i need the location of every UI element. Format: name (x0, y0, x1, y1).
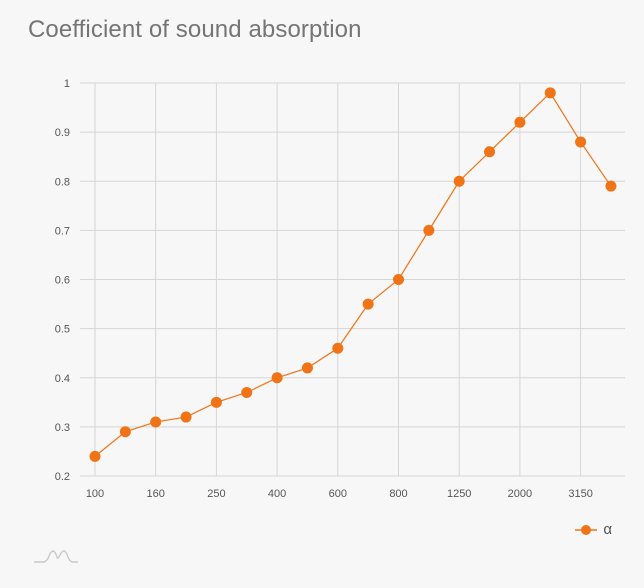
x-tick-label: 400 (268, 488, 286, 500)
x-tick-label: 3150 (568, 488, 592, 500)
data-point[interactable] (150, 416, 162, 428)
y-tick-label: 0.7 (55, 225, 70, 237)
legend-label: α (603, 521, 612, 538)
legend-item-alpha[interactable]: α (575, 521, 612, 538)
chart-logo-icon (34, 550, 78, 563)
y-tick-label: 0.5 (55, 324, 70, 336)
chart-title: Coefficient of sound absorption (28, 16, 362, 43)
y-tick-label: 1 (64, 78, 70, 90)
data-point[interactable] (180, 411, 192, 423)
legend-swatch-icon (575, 524, 598, 535)
y-tick-label: 0.3 (55, 422, 70, 434)
data-point[interactable] (484, 146, 496, 158)
y-tick-label: 0.4 (55, 373, 70, 385)
data-point[interactable] (575, 136, 587, 148)
chart-grid (80, 82, 625, 477)
data-point[interactable] (210, 396, 222, 408)
data-point[interactable] (453, 175, 465, 187)
chart-series (89, 87, 617, 462)
data-point[interactable] (271, 372, 283, 384)
x-tick-label: 1250 (447, 488, 471, 500)
data-point[interactable] (423, 224, 435, 236)
data-point[interactable] (241, 386, 253, 398)
data-point[interactable] (605, 180, 617, 192)
y-tick-label: 0.8 (55, 176, 70, 188)
data-point[interactable] (301, 362, 313, 374)
x-tick-label: 800 (389, 488, 407, 500)
x-tick-label: 2000 (508, 488, 532, 500)
data-point[interactable] (544, 87, 556, 99)
x-tick-label: 600 (329, 488, 347, 500)
x-tick-label: 160 (147, 488, 165, 500)
data-point[interactable] (332, 342, 344, 354)
x-axis-ticks: 100 160 250 400 600 800 1250 2000 3150 (86, 488, 593, 500)
data-point[interactable] (89, 450, 101, 462)
x-tick-label: 100 (86, 488, 104, 500)
data-point[interactable] (514, 116, 526, 128)
series-line (94, 91, 612, 457)
data-point[interactable] (393, 274, 404, 285)
data-point[interactable] (119, 426, 131, 438)
data-point[interactable] (362, 298, 374, 310)
x-tick-label: 250 (207, 488, 225, 500)
y-tick-label: 0.9 (55, 127, 70, 139)
y-axis-ticks: 0.2 0.3 0.4 0.5 0.6 0.7 0.8 0.9 1 (55, 78, 70, 483)
y-tick-label: 0.2 (55, 471, 70, 483)
y-tick-label: 0.6 (55, 275, 70, 287)
